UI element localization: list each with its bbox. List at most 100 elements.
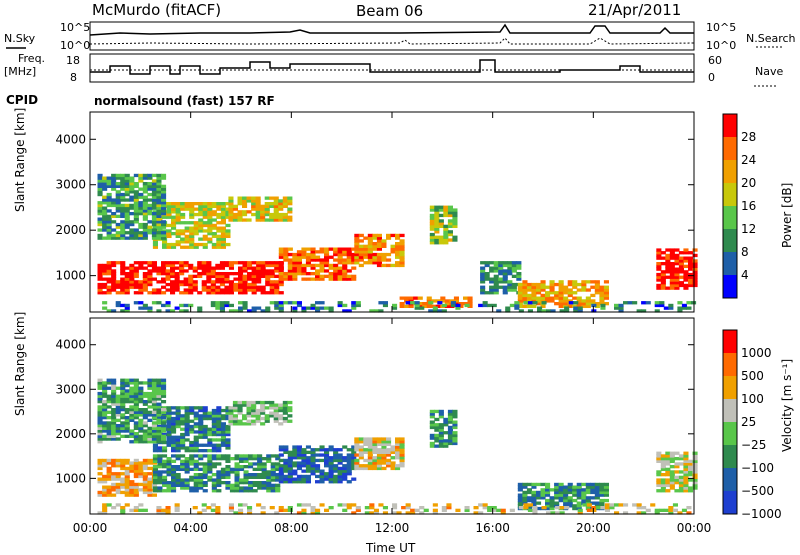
heatmap-cell [305,255,311,259]
heatmap-cell [540,490,546,495]
heatmap-cell [328,464,334,468]
heatmap-cell [120,222,126,227]
heatmap-cell [363,250,369,254]
heatmap-cell [414,303,420,308]
heatmap-cell [133,482,139,487]
heatmap-cell [660,459,666,463]
heatmap-cell [567,498,573,503]
heatmap-cell [328,448,334,452]
heatmap-cell [618,503,624,507]
heatmap-cell [106,198,112,202]
heatmap-cell [111,182,117,186]
heatmap-cell [665,457,671,461]
heatmap-cell [239,478,245,482]
heatmap-cell [133,209,139,213]
colorbar-swatch [723,275,737,298]
heatmap-cell [301,269,307,273]
heatmap-cell [367,461,373,465]
colorbar-tick-label: −1000 [741,507,782,521]
heatmap-cell [292,461,298,465]
heatmap-cell [324,306,330,310]
heatmap-cell [111,400,117,404]
heatmap-cell [147,209,153,213]
heatmap-cell [180,237,186,241]
heatmap-cell [161,209,167,213]
heatmap-cell [165,269,171,273]
heatmap-cell [225,427,231,431]
heatmap-cell [480,277,486,281]
heatmap-cell [106,228,112,232]
heatmap-cell [225,223,231,228]
heatmap-cell [198,229,204,233]
heatmap-cell [166,202,172,206]
heatmap-cell [526,488,532,492]
heatmap-cell [251,408,257,413]
heatmap-cell [372,255,378,259]
heatmap-cell [170,274,176,278]
heatmap-cell [351,461,357,465]
heatmap-cell [193,232,199,236]
heatmap-cell [207,416,213,421]
heatmap-cell [260,266,266,270]
heatmap-cell [372,252,378,257]
heatmap-cell [692,481,698,485]
heatmap-cell [156,184,162,188]
heatmap-cell [251,406,257,410]
heatmap-cell [301,453,307,457]
heatmap-cell [269,215,275,219]
heatmap-cell [111,493,117,497]
heatmap-cell [234,483,240,487]
heatmap-cell [269,506,275,510]
heatmap-cell [129,389,135,393]
heatmap-cell [184,207,190,211]
heatmap-cell [669,251,675,255]
heatmap-cell [102,416,108,420]
heatmap-cell [193,446,199,450]
heatmap-cell [210,282,216,287]
heatmap-cell [498,280,504,284]
heatmap-cell [688,473,694,477]
heatmap-cell [211,430,217,434]
heatmap-cell [382,303,388,308]
heatmap-cell [175,242,181,247]
heatmap-cell [599,490,605,495]
heatmap-cell [175,478,181,482]
heatmap-cell [522,498,528,503]
heatmap-cell [133,506,139,510]
heatmap-cell [614,306,620,310]
heatmap-cell [198,483,204,487]
heatmap-cell [198,457,204,461]
heatmap-cell [278,274,284,278]
heatmap-cell [669,486,675,490]
heatmap-cell [328,472,334,476]
heatmap-cell [296,266,302,270]
heatmap-cell [256,503,262,507]
heatmap-cell [166,462,172,466]
heatmap-cell [688,486,694,490]
heatmap-cell [124,220,130,224]
heatmap-cell [692,483,698,487]
heatmap-cell [184,422,190,426]
heatmap-cell [257,486,263,490]
heatmap-cell [133,424,139,428]
heatmap-cell [156,386,162,390]
heatmap-cell [392,511,398,515]
heatmap-cell [526,490,532,495]
heatmap-cell [171,215,177,219]
heatmap-cell [438,439,444,443]
heatmap-cell [333,250,339,254]
heatmap-cell [287,258,293,262]
heatmap-cell [166,204,172,208]
heatmap-cell [585,501,591,505]
heatmap-cell [265,269,271,273]
heatmap-cell [260,506,266,510]
heatmap-cell [242,282,248,287]
heatmap-cell [301,450,307,454]
heatmap-cell [333,274,339,278]
heatmap-cell [147,176,153,180]
heatmap-cell [549,496,555,500]
heatmap-cell [151,277,157,281]
heatmap-cell [484,274,490,278]
heatmap-cell [585,488,591,492]
heatmap-cell [315,274,321,278]
